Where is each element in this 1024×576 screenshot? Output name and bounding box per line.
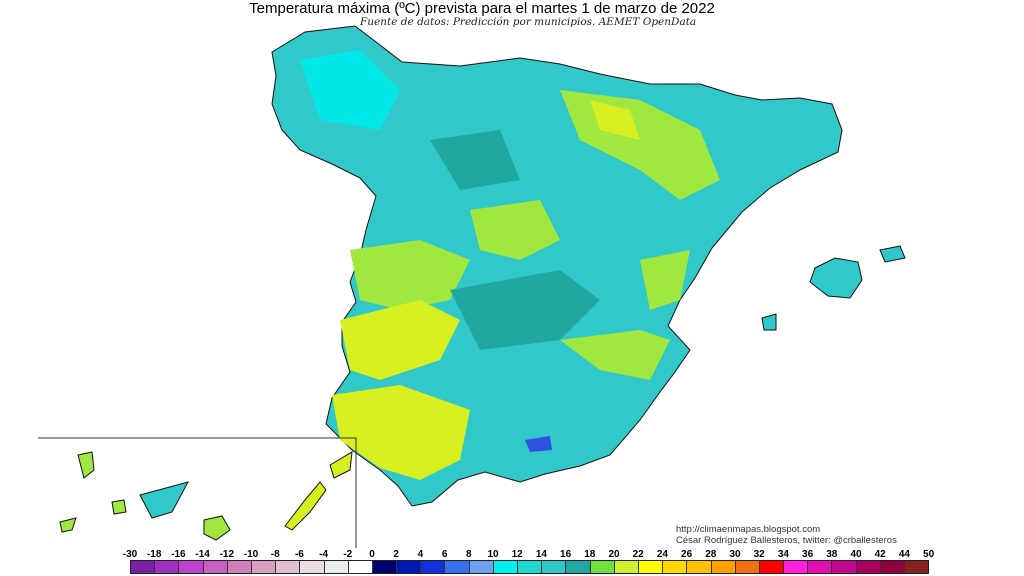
warm-zones [300, 50, 720, 480]
legend-label: 2 [393, 549, 399, 560]
legend-swatch [711, 561, 736, 573]
legend-swatch [179, 561, 204, 573]
legend-labels: -30 -18 -16 -14 -12 -10 -8 -6 -4 -2 0 2 4 6 8 10 12 14 16 1… [0, 549, 1024, 561]
legend-swatch [300, 561, 325, 573]
legend-swatch [372, 561, 398, 573]
legend-label: -8 [270, 549, 280, 560]
legend-swatch [445, 561, 470, 573]
legend-label: 24 [656, 549, 668, 560]
legend-swatch [832, 561, 857, 573]
legend-swatch [131, 561, 156, 573]
legend-label: 28 [705, 549, 717, 560]
legend-label: 22 [632, 549, 644, 560]
legend-swatch [155, 561, 180, 573]
legend-label: -10 [243, 549, 259, 560]
legend-label: 20 [608, 549, 620, 560]
legend-label: 10 [487, 549, 499, 560]
legend-swatch [880, 561, 905, 573]
legend-label: 8 [466, 549, 472, 560]
legend-swatch [493, 561, 518, 573]
credits: http://climaenmapas.blogspot.com César R… [676, 524, 897, 546]
legend-swatch [469, 561, 494, 573]
legend-label: 44 [898, 549, 910, 560]
legend-swatch [590, 561, 615, 573]
credits-author: César Rodríguez Ballesteros, twitter: @c… [676, 535, 897, 546]
legend-label: 16 [560, 549, 572, 560]
credits-url[interactable]: http://climaenmapas.blogspot.com [676, 524, 821, 535]
legend-swatch [638, 561, 664, 573]
legend-label: -4 [319, 549, 329, 560]
legend-swatch [663, 561, 688, 573]
legend-label: 0 [369, 549, 375, 560]
legend-swatch [759, 561, 785, 573]
legend-swatch [687, 561, 712, 573]
legend-swatch [518, 561, 543, 573]
legend-swatch [421, 561, 446, 573]
legend-label: 14 [535, 549, 547, 560]
legend-swatch [251, 561, 277, 573]
legend-swatch [542, 561, 567, 573]
legend-swatch [324, 561, 349, 573]
legend-label: -6 [294, 549, 304, 560]
legend-swatch [203, 561, 228, 573]
legend-label: 4 [417, 549, 424, 560]
legend-swatch [227, 561, 252, 573]
map-title: Temperatura máxima (ºC) prevista para el… [249, 0, 715, 17]
legend-label: -12 [219, 549, 235, 560]
legend-swatch [276, 561, 301, 573]
legend-label: 50 [923, 549, 935, 560]
legend-label: 36 [802, 549, 814, 560]
legend-label: 18 [584, 549, 596, 560]
legend-swatch [735, 561, 760, 573]
color-legend [130, 560, 930, 574]
legend-label: 34 [777, 549, 789, 560]
legend-swatch [397, 561, 422, 573]
legend-label: -16 [171, 549, 186, 560]
legend-label: 40 [850, 549, 862, 560]
legend-swatch [784, 561, 809, 573]
legend-swatch [905, 561, 929, 573]
legend-label: 26 [681, 549, 693, 560]
legend-label: -14 [195, 549, 210, 560]
legend-swatch [348, 561, 373, 573]
legend-label: -2 [343, 549, 353, 560]
legend-swatch [566, 561, 591, 573]
data-source: Fuente de datos: Predicción por municipi… [360, 16, 697, 28]
legend-label: 30 [729, 549, 741, 560]
balearic-islands [761, 245, 906, 331]
legend-label: -30 [122, 549, 138, 560]
legend-swatch [614, 561, 639, 573]
legend-label: -18 [146, 549, 162, 560]
legend-label: 32 [753, 549, 765, 560]
canary-islands-inset [38, 437, 357, 548]
legend-swatch [808, 561, 833, 573]
legend-label: 6 [441, 549, 448, 560]
legend-label: 12 [511, 549, 523, 560]
legend-label: 42 [874, 549, 886, 560]
legend-label: 38 [826, 549, 838, 560]
legend-swatch [856, 561, 881, 573]
